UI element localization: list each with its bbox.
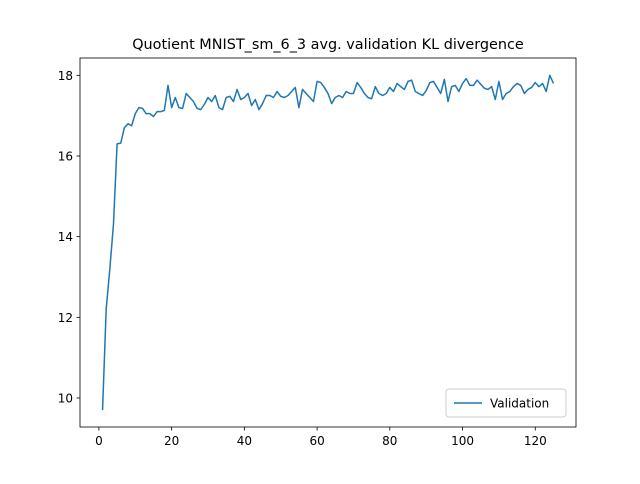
- x-tick-label: 100: [451, 434, 474, 448]
- legend-label: Validation: [490, 397, 549, 411]
- x-tick-label: 60: [309, 434, 324, 448]
- y-tick-label: 14: [58, 230, 73, 244]
- legend-box: [445, 388, 567, 418]
- y-tick-label: 16: [58, 149, 73, 163]
- y-tick-label: 18: [58, 69, 73, 83]
- x-tick-label: 40: [237, 434, 252, 448]
- x-tick-label: 80: [382, 434, 397, 448]
- plot-frame: [79, 57, 577, 428]
- x-tick-label: 120: [524, 434, 547, 448]
- chart-title: Quotient MNIST_sm_6_3 avg. validation KL…: [132, 37, 524, 53]
- y-tick-label: 12: [58, 311, 73, 325]
- x-tick-label: 0: [95, 434, 103, 448]
- data-line: [101, 74, 555, 411]
- x-tick-label: 20: [164, 434, 179, 448]
- y-tick-label: 10: [58, 391, 73, 405]
